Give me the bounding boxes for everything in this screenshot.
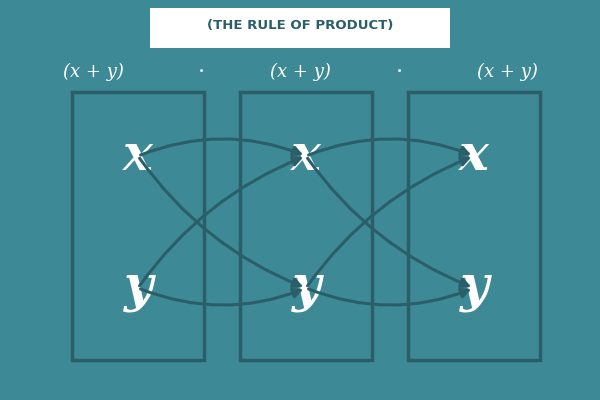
Text: x: x xyxy=(459,132,489,180)
Text: y: y xyxy=(292,264,320,312)
Text: y: y xyxy=(124,264,152,312)
Text: y: y xyxy=(460,264,488,312)
Text: x: x xyxy=(123,132,153,180)
Text: (x + y): (x + y) xyxy=(476,63,538,81)
Text: (x + y): (x + y) xyxy=(62,63,124,81)
Text: (x + y): (x + y) xyxy=(269,63,331,81)
Text: x: x xyxy=(291,132,321,180)
Text: ·: · xyxy=(395,61,403,83)
Text: ·: · xyxy=(197,61,205,83)
FancyBboxPatch shape xyxy=(150,8,450,48)
Text: (THE RULE OF PRODUCT): (THE RULE OF PRODUCT) xyxy=(207,20,393,32)
